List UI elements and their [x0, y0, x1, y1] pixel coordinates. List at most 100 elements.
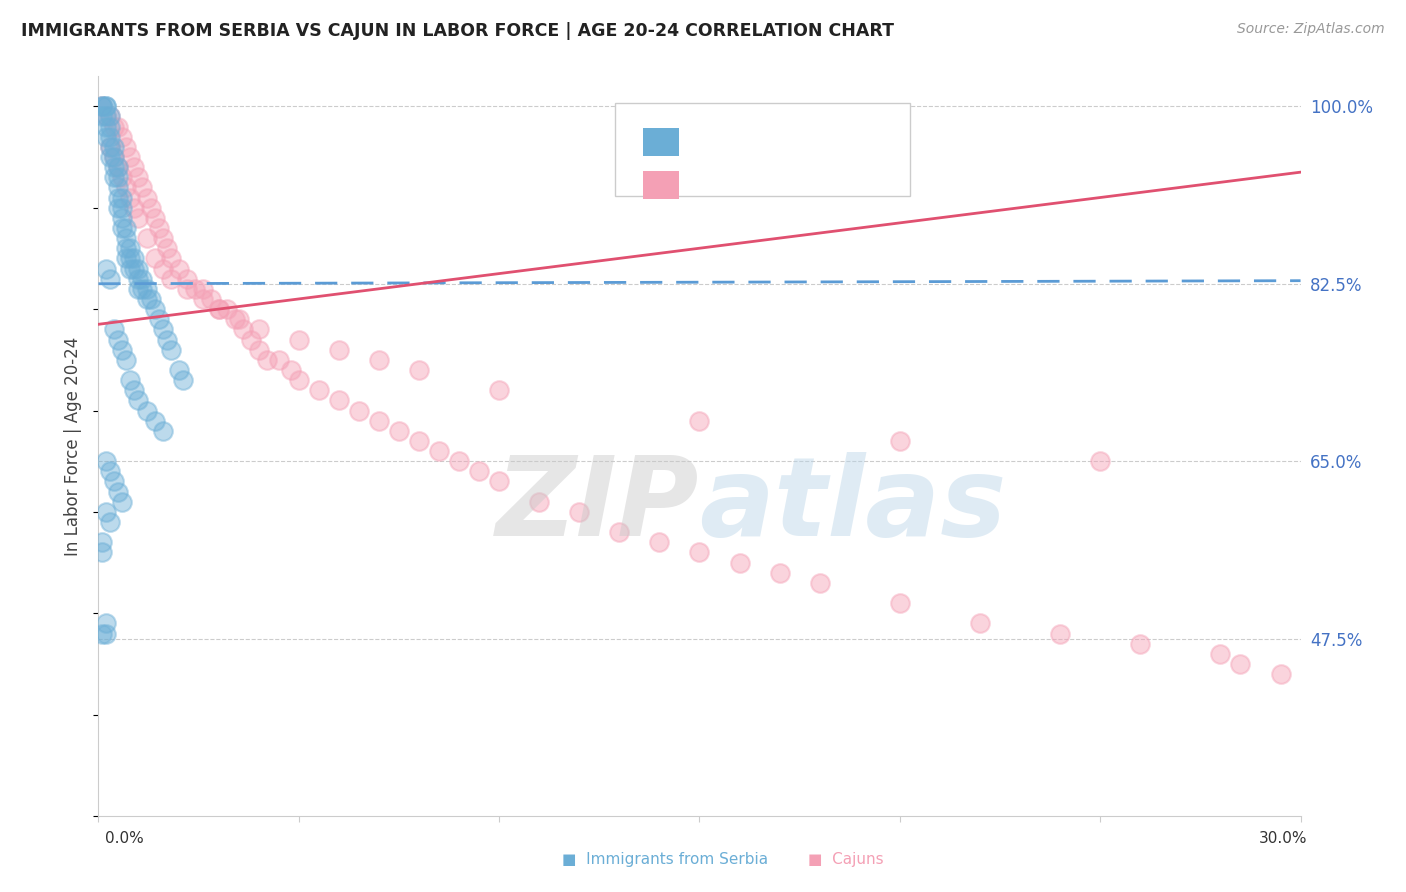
Point	[447, 454, 470, 468]
Point	[120, 261, 142, 276]
Point	[100, 150, 122, 164]
Point	[128, 211, 150, 225]
Point	[107, 120, 129, 134]
Point	[100, 464, 122, 478]
Point	[91, 535, 114, 549]
Point	[139, 292, 162, 306]
Point	[167, 363, 190, 377]
Point	[96, 99, 118, 113]
Point	[155, 333, 177, 347]
Point	[96, 99, 118, 113]
Point	[107, 333, 129, 347]
Point	[208, 302, 231, 317]
Point	[609, 525, 631, 540]
Point	[167, 261, 190, 276]
Point	[288, 333, 311, 347]
Point	[111, 221, 134, 235]
Point	[152, 261, 174, 276]
Point	[120, 373, 142, 387]
Point	[143, 211, 166, 225]
Text: 30.0%: 30.0%	[1260, 830, 1308, 846]
Point	[96, 616, 118, 631]
Point	[247, 343, 270, 357]
Point	[1049, 626, 1071, 640]
Point	[91, 99, 114, 113]
Point	[152, 322, 174, 336]
Point	[107, 160, 129, 174]
Point	[124, 160, 146, 174]
Point	[143, 252, 166, 266]
Point	[808, 575, 831, 590]
Point	[115, 241, 138, 255]
Point	[368, 352, 391, 367]
Point	[135, 282, 157, 296]
Point	[96, 505, 118, 519]
Bar	[643, 170, 679, 199]
Point	[176, 271, 198, 285]
Point	[124, 201, 146, 215]
Point	[139, 201, 162, 215]
Point	[111, 201, 134, 215]
Point	[100, 271, 122, 285]
Point	[529, 495, 551, 509]
Text: ■  Cajuns: ■ Cajuns	[808, 852, 884, 867]
Point	[128, 271, 150, 285]
Point	[288, 373, 311, 387]
Point	[115, 231, 138, 245]
Point	[152, 231, 174, 245]
Point	[96, 626, 118, 640]
Point	[256, 352, 278, 367]
Point	[107, 190, 129, 204]
Point	[568, 505, 591, 519]
Point	[135, 190, 157, 204]
Point	[96, 454, 118, 468]
Point	[155, 241, 177, 255]
Point	[120, 252, 142, 266]
Point	[215, 302, 238, 317]
Point	[96, 120, 118, 134]
Point	[347, 403, 370, 417]
Point	[427, 444, 450, 458]
Point	[1229, 657, 1251, 671]
Text: R = 0.015   N = 74: R = 0.015 N = 74	[693, 132, 893, 152]
Point	[889, 596, 911, 610]
Point	[103, 475, 125, 489]
Point	[124, 261, 146, 276]
Point	[1209, 647, 1232, 661]
Point	[267, 352, 290, 367]
Text: Source: ZipAtlas.com: Source: ZipAtlas.com	[1237, 22, 1385, 37]
Point	[103, 140, 125, 154]
Point	[124, 252, 146, 266]
Point	[688, 414, 710, 428]
Point	[111, 190, 134, 204]
Point	[728, 556, 751, 570]
Point	[148, 312, 170, 326]
Point	[96, 129, 118, 144]
Point	[688, 545, 710, 559]
Point	[96, 109, 118, 123]
Point	[176, 282, 198, 296]
Point	[107, 484, 129, 499]
Point	[120, 150, 142, 164]
Point	[143, 302, 166, 317]
Point	[172, 373, 194, 387]
Point	[103, 160, 125, 174]
Point	[143, 414, 166, 428]
Point	[100, 109, 122, 123]
Point	[200, 292, 222, 306]
Point	[100, 109, 122, 123]
Point	[107, 170, 129, 185]
Point	[135, 231, 157, 245]
Point	[148, 221, 170, 235]
Point	[648, 535, 671, 549]
Point	[115, 252, 138, 266]
Point	[488, 475, 510, 489]
Point	[135, 403, 157, 417]
Point	[232, 322, 254, 336]
Text: IMMIGRANTS FROM SERBIA VS CAJUN IN LABOR FORCE | AGE 20-24 CORRELATION CHART: IMMIGRANTS FROM SERBIA VS CAJUN IN LABOR…	[21, 22, 894, 40]
Point	[1088, 454, 1111, 468]
Point	[408, 434, 430, 448]
Point	[115, 180, 138, 194]
Point	[889, 434, 911, 448]
Point	[111, 495, 134, 509]
